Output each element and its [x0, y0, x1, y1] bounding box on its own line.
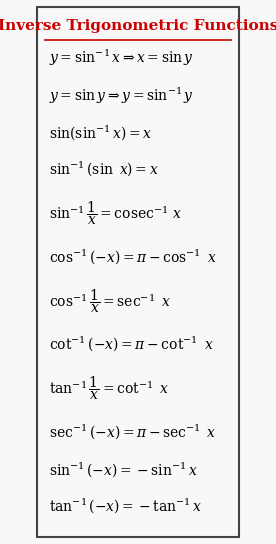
Text: $\tan^{-1}(-x) = -\tan^{-1}x$: $\tan^{-1}(-x) = -\tan^{-1}x$ — [49, 496, 203, 515]
Text: $y = \sin^{-1} x \Rightarrow x = \sin y$: $y = \sin^{-1} x \Rightarrow x = \sin y$ — [49, 48, 194, 69]
Text: $\cot^{-1}(-x) = \pi - \cot^{-1}\ x$: $\cot^{-1}(-x) = \pi - \cot^{-1}\ x$ — [49, 334, 214, 353]
Text: $\cos^{-1}(-x) = \pi - \cos^{-1}\ x$: $\cos^{-1}(-x) = \pi - \cos^{-1}\ x$ — [49, 248, 217, 267]
Text: $\sin(\sin^{-1}x) = x$: $\sin(\sin^{-1}x) = x$ — [49, 123, 152, 142]
Text: $\sec^{-1}(-x) = \pi - \sec^{-1}\ x$: $\sec^{-1}(-x) = \pi - \sec^{-1}\ x$ — [49, 422, 217, 441]
Text: $\sin^{-1}(\sin\ x) = x$: $\sin^{-1}(\sin\ x) = x$ — [49, 159, 159, 177]
FancyBboxPatch shape — [37, 7, 239, 537]
Text: $\sin^{-1}\dfrac{1}{x} = \mathrm{cosec}^{-1}\ x$: $\sin^{-1}\dfrac{1}{x} = \mathrm{cosec}^… — [49, 200, 182, 227]
Text: $\sin^{-1}(-x) = -\sin^{-1}x$: $\sin^{-1}(-x) = -\sin^{-1}x$ — [49, 460, 198, 479]
Text: $\tan^{-1}\dfrac{1}{x} = \cot^{-1}\ x$: $\tan^{-1}\dfrac{1}{x} = \cot^{-1}\ x$ — [49, 375, 169, 402]
Text: $y = \sin y \Rightarrow y = \sin^{-1} y$: $y = \sin y \Rightarrow y = \sin^{-1} y$ — [49, 86, 194, 106]
Text: $\cos^{-1}\dfrac{1}{x} = \sec^{-1}\ x$: $\cos^{-1}\dfrac{1}{x} = \sec^{-1}\ x$ — [49, 288, 171, 316]
Text: Inverse Trigonometric Functions: Inverse Trigonometric Functions — [0, 18, 276, 33]
